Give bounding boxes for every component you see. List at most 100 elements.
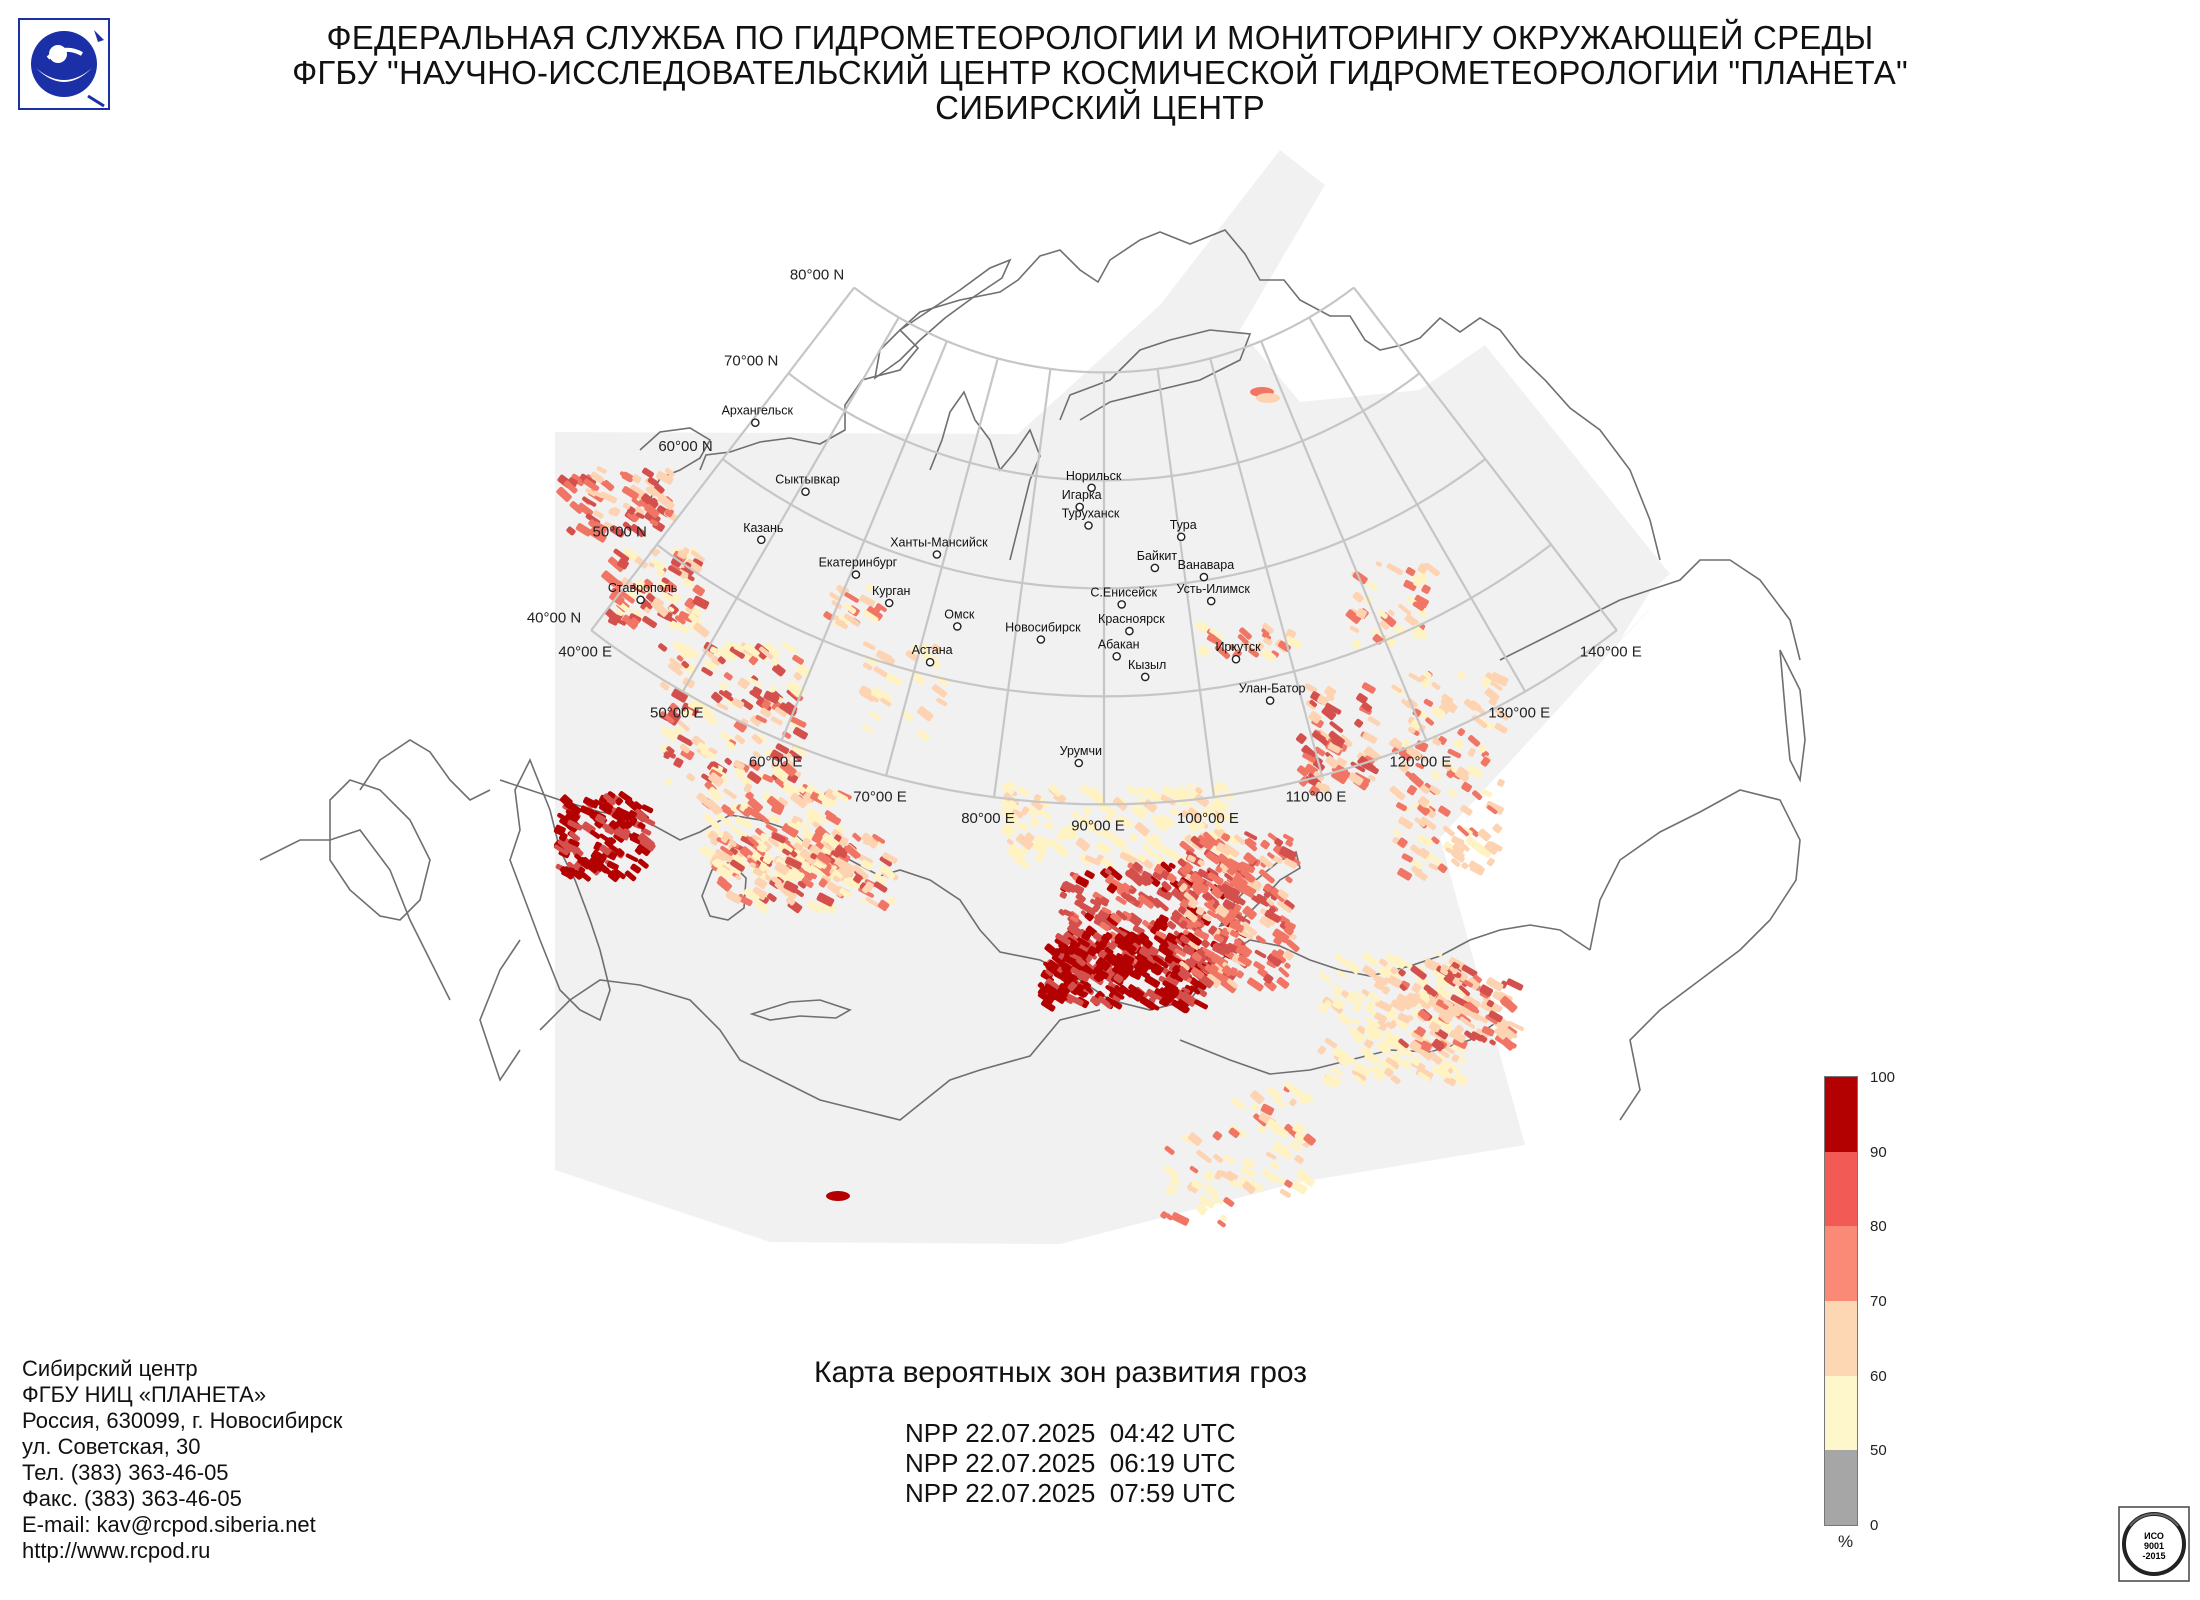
storm-probability-cells [553,387,1524,1228]
storm-cell [613,828,630,841]
storm-cell [1465,836,1483,852]
storm-cell [1195,620,1210,634]
storm-cell [1367,992,1381,1003]
storm-cell [1271,949,1283,960]
storm-cell [917,706,934,722]
colorbar-band [1825,1450,1857,1525]
storm-cell [1466,977,1480,991]
storm-cell [721,852,733,863]
longitude-line [884,358,999,776]
storm-cell [1361,682,1376,694]
storm-cell [1177,858,1187,867]
storm-cell [1105,814,1113,822]
storm-cell [817,793,826,802]
storm-cell [1361,761,1379,775]
graticule [590,286,1618,806]
storm-cell [637,832,655,849]
storm-cell [836,848,848,857]
storm-cell [1304,683,1318,694]
storm-cell [569,867,583,880]
storm-cell [1375,561,1382,567]
storm-cell [655,568,665,577]
svg-text:ИСО: ИСО [2144,1531,2164,1541]
storm-cell [634,846,644,855]
storm-cell [1390,1075,1401,1085]
storm-cell [873,604,882,614]
storm-cell [1204,894,1213,901]
border-line [1779,649,1806,783]
storm-cell [1203,831,1218,846]
storm-cell [1119,851,1137,865]
storm-cell [1396,993,1415,1008]
storm-cell [1234,834,1246,845]
storm-cell [859,594,876,607]
storm-cell [557,838,573,853]
storm-cell [669,657,683,670]
storm-cell [1199,1195,1216,1209]
city-label: Абакан [1098,637,1140,651]
city-label: С.Енисейск [1090,585,1157,599]
storm-cell [1185,932,1200,948]
storm-cell [1279,846,1297,861]
storm-cell [593,490,604,499]
storm-cell [1449,966,1458,975]
storm-cell [1336,970,1347,979]
storm-cell [862,662,873,671]
storm-cell [1398,762,1410,773]
storm-cell [1157,822,1167,832]
storm-cell [1209,830,1220,840]
storm-cell [1037,991,1054,1005]
storm-cell [623,502,631,510]
storm-cell [622,592,635,604]
storm-cell [1289,1098,1297,1107]
storm-cell [1459,1016,1475,1029]
city-label: Урумчи [1060,744,1102,758]
storm-cell [1221,965,1234,977]
storm-cell [786,896,796,906]
storm-cell [1132,861,1143,872]
storm-cell [595,813,607,824]
storm-cell [1070,915,1079,923]
storm-cell [1000,808,1019,824]
storm-cell [731,867,742,875]
storm-cell [723,672,733,681]
storm-cell [1462,827,1473,837]
storm-cell [1437,863,1448,874]
storm-cell [1229,644,1236,651]
storm-cell [569,501,584,514]
storm-cell [1139,947,1152,959]
storm-cell [1055,933,1071,946]
storm-cell [1184,958,1196,969]
storm-cell [1075,888,1083,895]
storm-cell [1294,1154,1304,1164]
storm-cell [1412,859,1423,870]
storm-cell [687,575,695,582]
storm-cell [1235,970,1244,979]
storm-cell [1284,920,1296,930]
storm-cell [1419,784,1430,794]
storm-cell [1163,1164,1179,1180]
storm-cell [1439,1061,1451,1071]
city-markers: Архангельск Сыктывкар Казань Екатеринбург Ку… [608,404,1306,768]
graticule-labels: 80°00 N 70°00 N 60°00 N 50°00 N 40°00 N 40°00… [527,267,1642,835]
storm-cell [751,886,768,900]
storm-cell [1380,966,1390,976]
longitude-label: 90°00 E [1071,817,1125,834]
planeta-logo-icon [18,18,110,110]
city-marker [636,595,645,605]
storm-cell [614,580,623,589]
storm-cell [693,622,710,638]
storm-cell [1305,700,1317,710]
storm-cell [1308,773,1322,786]
storm-cell [1262,1168,1278,1183]
storm-cell [1104,868,1112,875]
pass-line: NPP 22.07.2025 07:59 UTC [905,1478,1236,1508]
storm-cell [765,824,778,833]
storm-cell [1239,887,1254,898]
storm-cell [1267,953,1282,967]
storm-cell [1177,968,1191,981]
storm-cell [1391,684,1402,693]
storm-cell [1250,1090,1265,1105]
storm-cell [1402,739,1411,748]
storm-cell [1490,672,1509,687]
